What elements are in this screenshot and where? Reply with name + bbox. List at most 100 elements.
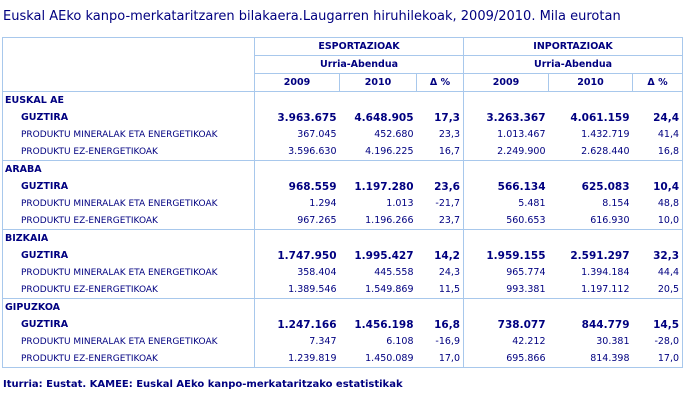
col-header-exports-change: Δ % xyxy=(416,73,464,92)
table-row: PRODUKTU EZ-ENERGETIKOAK 967.265 1.196.266… xyxy=(2,212,684,230)
empty-cell xyxy=(632,91,684,109)
value-cell: 23,6 xyxy=(416,178,464,195)
value-cell: -21,7 xyxy=(416,195,464,212)
empty-cell xyxy=(463,229,549,247)
value-cell: 1.394.184 xyxy=(581,267,630,278)
row-label: GUZTIRA xyxy=(2,316,255,333)
value-cell: 1.013.467 xyxy=(497,129,546,140)
total-row: GUZTIRA 1.747.950 1.995.427 14,2 1.959.155 2.… xyxy=(2,247,684,264)
value-cell: 2.628.440 xyxy=(581,146,630,157)
value-cell: 20,5 xyxy=(632,281,684,299)
value-cell: 17,3 xyxy=(416,109,464,126)
value-cell: 16,8 xyxy=(632,143,684,161)
empty-cell xyxy=(548,298,633,316)
empty-cell xyxy=(416,229,464,247)
value-cell: 3.596.630 xyxy=(288,146,337,157)
row-label: PRODUKTU MINERALAK ETA ENERGETIKOAK xyxy=(2,264,255,281)
row-label: PRODUKTU EZ-ENERGETIKOAK xyxy=(2,143,255,161)
value-cell: 695.866 xyxy=(463,350,549,368)
row-label: GUZTIRA xyxy=(2,109,255,126)
region-label: GIPUZKOA xyxy=(2,298,255,316)
value-cell: 2.249.900 xyxy=(497,146,546,157)
exports-period-header: Urria-Abendua xyxy=(254,55,464,74)
empty-cell xyxy=(548,229,633,247)
table-body: EUSKAL AE GUZTIRA 3.963.675 4.648.905 17,3 3.… xyxy=(2,91,684,368)
empty-cell xyxy=(254,298,340,316)
empty-cell xyxy=(463,91,549,109)
value-cell: 965.774 xyxy=(506,267,546,278)
value-cell: 30.381 xyxy=(596,336,630,347)
empty-cell xyxy=(416,160,464,178)
table-row: PRODUKTU EZ-ENERGETIKOAK 3.596.630 4.196.2… xyxy=(2,143,684,161)
header-corner xyxy=(2,37,255,92)
value-cell: 625.083 xyxy=(581,180,630,193)
value-cell: 616.930 xyxy=(590,215,630,226)
value-cell: 452.680 xyxy=(374,129,414,140)
empty-cell xyxy=(463,160,549,178)
value-cell: 41,4 xyxy=(632,126,684,143)
value-cell: 1.389.546 xyxy=(288,284,337,295)
table-row: PRODUKTU MINERALAK ETA ENERGETIKOAK 367.0… xyxy=(2,126,684,143)
col-header-exports-2009: 2009 xyxy=(254,73,340,92)
col-header-imports-2010: 2010 xyxy=(548,73,633,92)
value-cell: 10,4 xyxy=(632,178,684,195)
value-cell: 32,3 xyxy=(632,247,684,264)
value-cell: 10,0 xyxy=(632,212,684,230)
total-row: GUZTIRA 3.963.675 4.648.905 17,3 3.263.367 4.… xyxy=(2,109,684,126)
value-cell: 844.779 xyxy=(581,318,630,331)
value-cell: 1.247.166 xyxy=(277,318,337,331)
value-cell: 968.559 xyxy=(288,180,337,193)
section-header-euskal-ae: EUSKAL AE xyxy=(2,91,684,109)
imports-period-header: Urria-Abendua xyxy=(462,55,684,74)
col-header-imports-change: Δ % xyxy=(631,73,684,92)
value-cell: 16,7 xyxy=(416,143,464,161)
value-cell: 7.347 xyxy=(309,336,337,347)
value-cell: 1.995.427 xyxy=(354,249,414,262)
value-cell: 3.963.675 xyxy=(277,111,337,124)
value-cell: 1.432.719 xyxy=(581,129,630,140)
empty-cell xyxy=(463,298,549,316)
section-header-araba: ARABA xyxy=(2,160,684,178)
value-cell: 23,7 xyxy=(416,212,464,230)
total-row: GUZTIRA 968.559 1.197.280 23,6 566.134 625.08… xyxy=(2,178,684,195)
empty-cell xyxy=(339,298,417,316)
value-cell: 4.648.905 xyxy=(354,111,414,124)
row-label: PRODUKTU MINERALAK ETA ENERGETIKOAK xyxy=(2,126,255,143)
value-cell: 1.013 xyxy=(386,198,414,209)
source-note: Iturria: Eustat. KAMEE: Euskal AEko kanp… xyxy=(3,379,403,390)
region-label: ARABA xyxy=(2,160,255,178)
value-cell: 48,8 xyxy=(632,195,684,212)
value-cell: 1.549.869 xyxy=(365,284,414,295)
row-label: PRODUKTU MINERALAK ETA ENERGETIKOAK xyxy=(2,333,255,350)
value-cell: 967.265 xyxy=(297,215,337,226)
value-cell: 1.197.112 xyxy=(581,284,630,295)
empty-cell xyxy=(416,91,464,109)
col-header-imports-2009: 2009 xyxy=(463,73,549,92)
value-cell: 1.239.819 xyxy=(254,350,340,368)
empty-cell xyxy=(632,298,684,316)
region-label: BIZKAIA xyxy=(2,229,255,247)
value-cell: 738.077 xyxy=(497,318,546,331)
table-row: PRODUKTU MINERALAK ETA ENERGETIKOAK 358.4… xyxy=(2,264,684,281)
table-row: PRODUKTU EZ-ENERGETIKOAK 1.389.546 1.549.8… xyxy=(2,281,684,299)
empty-cell xyxy=(632,160,684,178)
value-cell: 11,5 xyxy=(416,281,464,299)
empty-cell xyxy=(339,160,417,178)
empty-cell xyxy=(339,229,417,247)
value-cell: 1.959.155 xyxy=(486,249,546,262)
table-row: PRODUKTU MINERALAK ETA ENERGETIKOAK 7.347… xyxy=(2,333,684,350)
value-cell: 44,4 xyxy=(632,264,684,281)
col-header-exports-2010: 2010 xyxy=(339,73,417,92)
value-cell: 4.196.225 xyxy=(365,146,414,157)
value-cell: 566.134 xyxy=(497,180,546,193)
value-cell: 14,5 xyxy=(632,316,684,333)
empty-cell xyxy=(254,229,340,247)
table-title: Euskal AEko kanpo-merkataritzaren bilaka… xyxy=(3,9,621,24)
value-cell: 23,3 xyxy=(416,126,464,143)
row-label: GUZTIRA xyxy=(2,178,255,195)
value-cell: 16,8 xyxy=(416,316,464,333)
value-cell: 3.263.367 xyxy=(486,111,546,124)
section-header-bizkaia: BIZKAIA xyxy=(2,229,684,247)
value-cell: 8.154 xyxy=(602,198,630,209)
row-label: PRODUKTU MINERALAK ETA ENERGETIKOAK xyxy=(2,195,255,212)
